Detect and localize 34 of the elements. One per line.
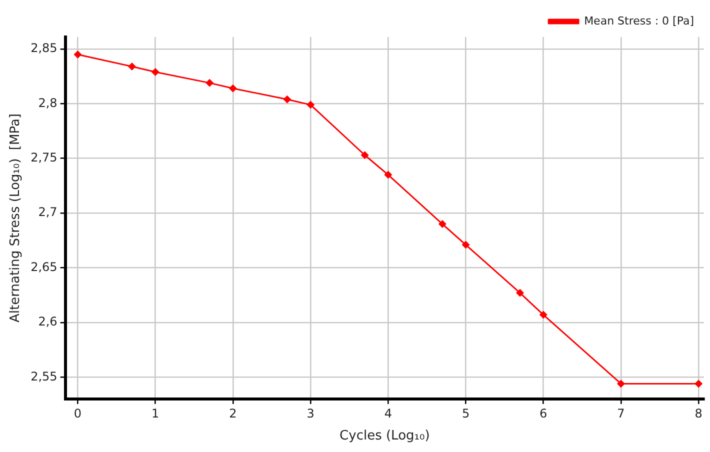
x-tick-label: 7 xyxy=(617,406,625,420)
point xyxy=(74,50,82,58)
x-tick-label: 8 xyxy=(694,406,702,420)
x-tick-label: 1 xyxy=(152,406,160,420)
y-tick-label: 2,8 xyxy=(38,96,58,110)
x-tick-label: 0 xyxy=(74,406,82,420)
point xyxy=(360,151,369,160)
point xyxy=(283,95,292,104)
y-tick-label: 2,75 xyxy=(30,150,58,165)
point xyxy=(438,220,446,228)
x-tick-label: 5 xyxy=(462,406,470,420)
y-tick-label: 2,55 xyxy=(30,369,58,384)
point xyxy=(516,288,524,297)
point xyxy=(539,310,548,319)
y-tick-label: 2,65 xyxy=(30,260,58,274)
point xyxy=(384,170,392,179)
x-tick-label: 6 xyxy=(540,406,548,420)
y-tick-label: 2,7 xyxy=(38,205,58,220)
y-axis-title: Alternating Stress (Log₁₀) [MPa] xyxy=(8,114,24,322)
x-axis-title: Cycles (Log₁₀) xyxy=(340,428,430,444)
x-tick-label: 4 xyxy=(384,406,392,420)
point xyxy=(206,78,214,87)
point xyxy=(462,240,470,249)
point xyxy=(128,62,136,71)
point xyxy=(616,380,625,388)
legend-label: Mean Stress : 0 [Pa] xyxy=(584,14,694,28)
x-tick-label: 2 xyxy=(229,406,237,420)
y-tick-label: 2,6 xyxy=(38,314,58,329)
point xyxy=(306,100,315,109)
point xyxy=(694,380,703,388)
point xyxy=(228,84,237,92)
point xyxy=(151,68,160,76)
y-tick-label: 2,85 xyxy=(30,41,58,56)
x-tick-label: 3 xyxy=(306,406,314,420)
